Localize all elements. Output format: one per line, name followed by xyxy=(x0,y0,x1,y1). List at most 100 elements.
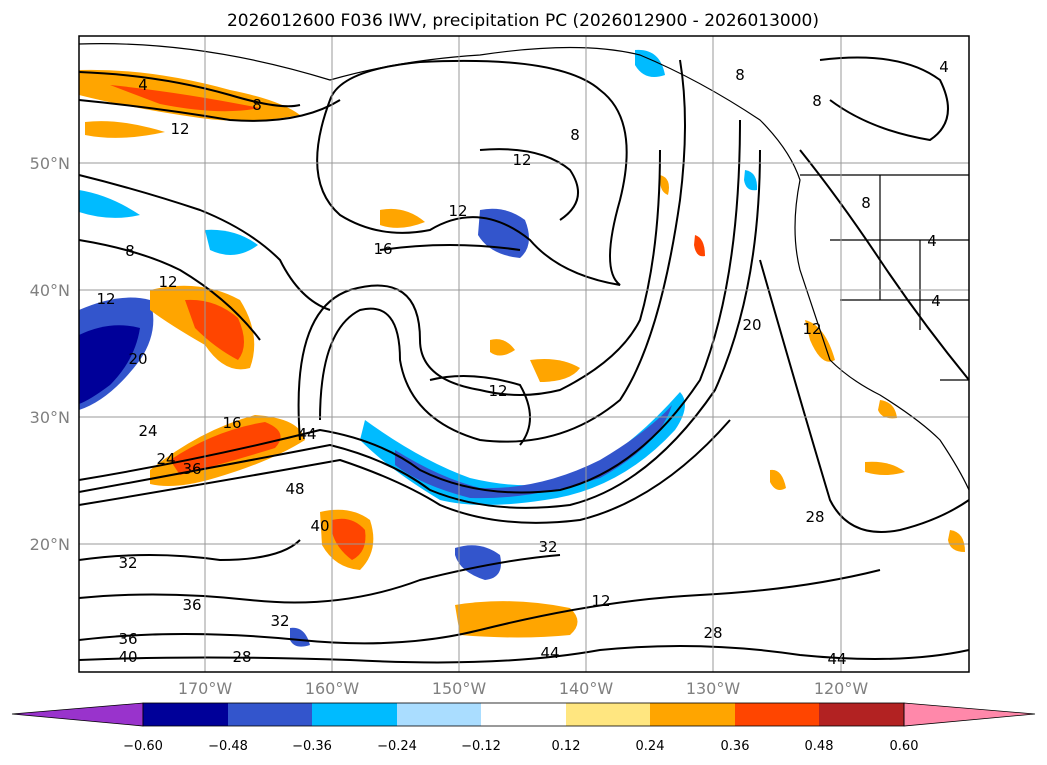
contour-label: 12 xyxy=(802,320,821,338)
latitude-labels: 50°N 40°N 30°N 20°N xyxy=(30,154,70,554)
coastline-layer xyxy=(78,43,970,491)
contour-label: 36 xyxy=(182,596,201,614)
iwv-contour xyxy=(819,56,949,142)
colorbar-swatch xyxy=(650,703,735,726)
contour-label: 12 xyxy=(158,273,177,291)
precip-positive-region xyxy=(948,530,965,552)
precip-positive-region xyxy=(170,422,281,475)
iwv-contour xyxy=(78,149,761,509)
contour-label: 32 xyxy=(538,538,557,556)
lat-label: 50°N xyxy=(30,154,70,173)
precip-positive-region xyxy=(865,461,905,475)
iwv-contour xyxy=(78,239,261,341)
precip-positive-region xyxy=(185,299,244,360)
colorbar-tick-label: −0.48 xyxy=(208,739,248,754)
colorbar-swatch xyxy=(312,703,397,726)
lat-label: 30°N xyxy=(30,408,70,427)
colorbar-swatch xyxy=(481,703,566,726)
contour-label: 32 xyxy=(270,612,289,630)
contour-label: 28 xyxy=(232,648,251,666)
lat-label: 40°N xyxy=(30,281,70,300)
contour-label: 20 xyxy=(128,350,147,368)
colorbar: −0.60 −0.48 −0.36 −0.24 −0.12 0.12 0.24 … xyxy=(11,702,1036,754)
precip-negative-region xyxy=(455,545,501,580)
contour-label: 4 xyxy=(939,58,949,76)
iwv-contour xyxy=(78,119,741,494)
colorbar-swatch xyxy=(397,703,481,726)
lon-label: 140°W xyxy=(559,679,614,698)
contour-label: 4 xyxy=(931,292,941,310)
contour-label: 36 xyxy=(118,630,137,648)
colorbar-tick-label: −0.12 xyxy=(461,739,501,754)
contour-label: 32 xyxy=(118,554,137,572)
contour-label: 40 xyxy=(118,648,137,666)
contour-label: 12 xyxy=(96,290,115,308)
contour-label: 40 xyxy=(310,517,329,535)
contour-label: 4 xyxy=(138,76,148,94)
iwv-contour xyxy=(78,539,301,562)
precip-negative-region xyxy=(205,229,258,255)
iwv-contour xyxy=(78,174,331,311)
iwv-contour xyxy=(78,569,881,645)
contour-label: 8 xyxy=(812,92,822,110)
lon-label: 130°W xyxy=(686,679,741,698)
iwv-contour xyxy=(759,259,970,533)
iwv-contour-layer xyxy=(78,56,970,664)
contour-label: 28 xyxy=(805,508,824,526)
precip-positive-region xyxy=(332,518,366,560)
colorbar-swatch xyxy=(11,702,144,727)
iwv-contour xyxy=(78,99,341,122)
precip-negative-region xyxy=(290,627,310,647)
contour-label: 8 xyxy=(252,96,262,114)
iwv-contour xyxy=(429,375,531,446)
iwv-contour xyxy=(319,59,686,443)
lat-label: 20°N xyxy=(30,535,70,554)
precip-negative-region xyxy=(79,190,140,218)
contour-label: 12 xyxy=(512,151,531,169)
contour-label: 12 xyxy=(448,202,467,220)
lon-label: 150°W xyxy=(432,679,487,698)
colorbar-swatch xyxy=(228,703,312,726)
contour-label: 44 xyxy=(827,650,846,668)
iwv-contour xyxy=(297,149,661,441)
precip-negative-region xyxy=(79,325,140,404)
colorbar-swatch xyxy=(819,703,904,726)
colorbar-frame xyxy=(142,702,905,727)
precip-positive-region xyxy=(694,235,705,257)
contour-label: 8 xyxy=(125,242,135,260)
map-panel: 4 8 12 8 12 8 8 12 12 16 12 12 20 24 16 … xyxy=(78,35,970,673)
iwv-contour xyxy=(316,59,628,286)
iwv-contour xyxy=(479,148,579,221)
coastline xyxy=(78,43,970,491)
precip-negative-region xyxy=(395,405,672,499)
colorbar-tick-label: −0.60 xyxy=(123,739,163,754)
contour-label: 16 xyxy=(222,414,241,432)
graticule xyxy=(79,36,969,672)
contour-label: 44 xyxy=(540,644,559,662)
figure-title: 2026012600 F036 IWV, precipitation PC (2… xyxy=(227,11,819,31)
contour-label: 8 xyxy=(570,126,580,144)
contour-label: 4 xyxy=(927,232,937,250)
iwv-contour xyxy=(78,419,731,524)
colorbar-tick-label: 0.60 xyxy=(890,739,919,754)
precip-positive-region xyxy=(660,175,669,195)
precip-negative-region xyxy=(478,208,529,258)
iwv-contour xyxy=(78,554,561,604)
precip-positive-region xyxy=(110,85,260,112)
precip-positive-region xyxy=(490,339,515,356)
contour-label: 8 xyxy=(861,194,871,212)
precip-negative-region xyxy=(744,170,758,191)
colorbar-tick-label: 0.24 xyxy=(636,739,665,754)
lon-label: 170°W xyxy=(178,679,233,698)
colorbar-tick-label: 0.36 xyxy=(721,739,750,754)
colorbar-tick-label: −0.36 xyxy=(292,739,332,754)
iwv-contour xyxy=(379,244,521,251)
contour-label: 28 xyxy=(703,624,722,642)
contour-label: 16 xyxy=(373,240,392,258)
colorbar-tick-label: 0.12 xyxy=(552,739,581,754)
precip-positive-region xyxy=(380,208,425,228)
precip-positive-region xyxy=(530,359,580,382)
iwv-contour xyxy=(78,645,970,664)
lon-label: 120°W xyxy=(814,679,869,698)
